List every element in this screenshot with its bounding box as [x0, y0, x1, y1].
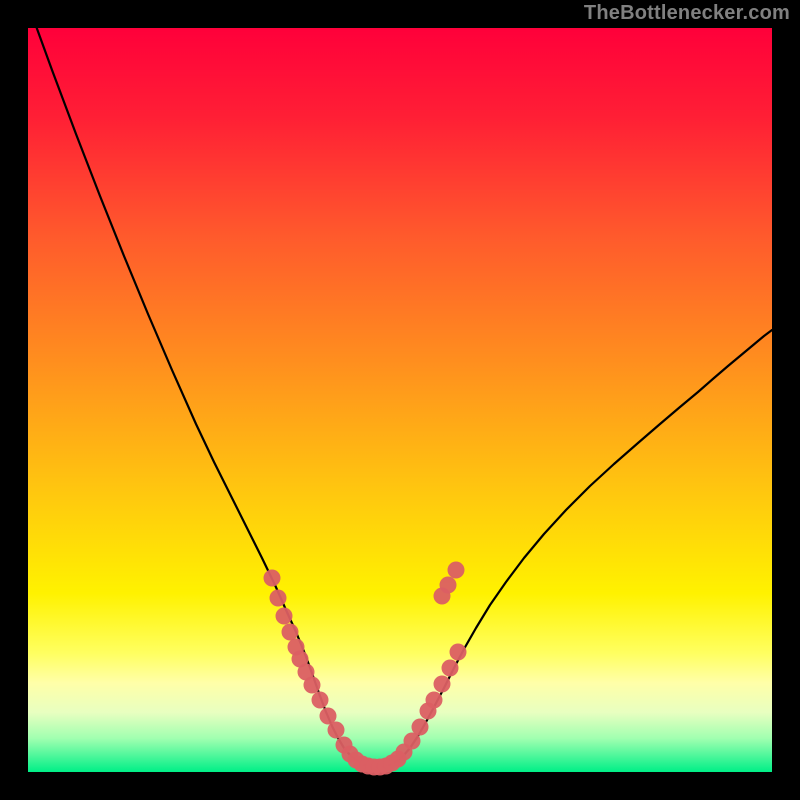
chart-overlay — [0, 0, 800, 800]
scatter-point — [440, 577, 457, 594]
bottleneck-curve — [28, 4, 772, 767]
scatter-point — [264, 570, 281, 587]
scatter-point — [434, 676, 451, 693]
scatter-point — [450, 644, 467, 661]
scatter-point — [312, 692, 329, 709]
scatter-point — [304, 677, 321, 694]
scatter-point — [448, 562, 465, 579]
scatter-point — [282, 624, 299, 641]
scatter-point — [270, 590, 287, 607]
scatter-point — [276, 608, 293, 625]
scatter-point — [442, 660, 459, 677]
chart-root: TheBottlenecker.com — [0, 0, 800, 800]
scatter-point — [328, 722, 345, 739]
scatter-point — [426, 692, 443, 709]
scatter-point — [412, 719, 429, 736]
